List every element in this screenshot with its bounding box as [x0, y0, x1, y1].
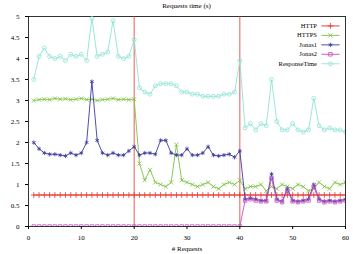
svg-text:HTTPS: HTTPS: [297, 31, 317, 38]
svg-text:ResponseTime: ResponseTime: [279, 60, 318, 67]
svg-text:3: 3: [16, 97, 20, 105]
svg-text:4: 4: [16, 55, 20, 63]
svg-text:20: 20: [131, 234, 139, 242]
svg-text:2.5: 2.5: [11, 118, 20, 126]
svg-text:1: 1: [16, 181, 20, 189]
html-text:Requests time (s): Requests time (s): [162, 2, 211, 10]
svg-text:2: 2: [16, 139, 20, 147]
svg-text:5: 5: [16, 13, 20, 21]
svg-text:10: 10: [78, 234, 86, 242]
svg-text:0: 0: [16, 223, 20, 231]
svg-text:HTTP: HTTP: [301, 22, 318, 29]
svg-text:40: 40: [236, 234, 244, 242]
svg-text:# Requests: # Requests: [172, 245, 203, 253]
svg-text:60: 60: [342, 234, 350, 242]
svg-text:Jonas2: Jonas2: [299, 50, 317, 57]
svg-text:Jonas1: Jonas1: [299, 41, 317, 48]
svg-text:0.5: 0.5: [11, 202, 20, 210]
svg-text:3.5: 3.5: [11, 76, 20, 84]
svg-text:30: 30: [184, 234, 192, 242]
svg-text:1.5: 1.5: [11, 160, 20, 168]
svg-text:0: 0: [27, 234, 31, 242]
svg-text:4.5: 4.5: [11, 34, 20, 42]
svg-text:50: 50: [289, 234, 297, 242]
